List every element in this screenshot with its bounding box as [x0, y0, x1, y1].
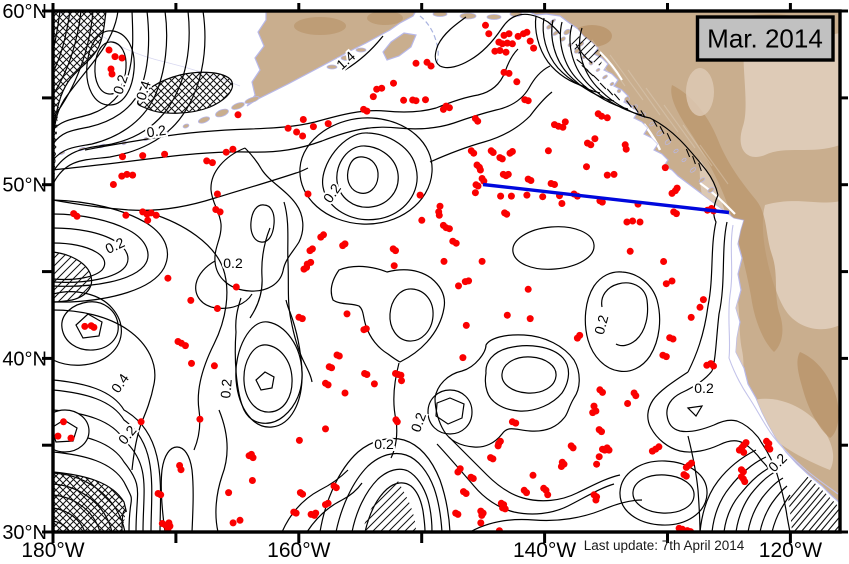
- svg-text:180°W: 180°W: [21, 539, 84, 562]
- svg-text:0.2: 0.2: [223, 255, 243, 271]
- svg-text:0.2: 0.2: [146, 122, 168, 141]
- svg-text:140°W: 140°W: [513, 539, 576, 562]
- svg-text:30°N: 30°N: [2, 522, 47, 544]
- svg-text:Mar. 2014: Mar. 2014: [707, 24, 823, 54]
- svg-text:0.2: 0.2: [374, 436, 394, 452]
- svg-text:50°N: 50°N: [2, 175, 47, 197]
- svg-text:Last update: 7th April 2014: Last update: 7th April 2014: [584, 538, 745, 553]
- svg-text:120°W: 120°W: [759, 539, 822, 562]
- svg-text:0.2: 0.2: [694, 380, 714, 396]
- svg-text:40°N: 40°N: [2, 348, 47, 370]
- svg-text:60°N: 60°N: [2, 1, 47, 23]
- svg-text:0.2: 0.2: [217, 378, 235, 399]
- svg-text:160°W: 160°W: [267, 539, 330, 562]
